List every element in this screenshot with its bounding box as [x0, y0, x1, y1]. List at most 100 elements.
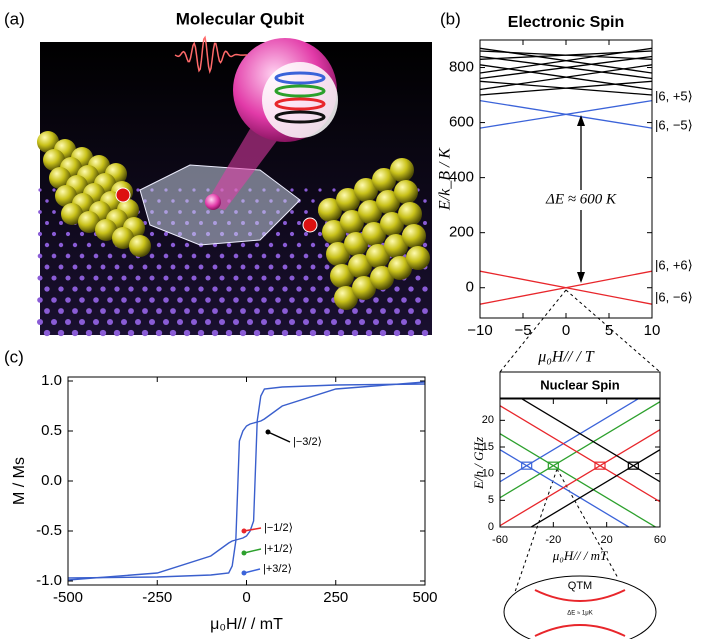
lattice-dot: [163, 275, 168, 280]
gold-atom: [398, 202, 422, 226]
lattice-dot: [185, 243, 189, 247]
lattice-dot: [248, 254, 253, 259]
lattice-dot: [345, 319, 351, 325]
lattice-dot: [255, 265, 260, 270]
lattice-dot: [65, 319, 71, 325]
lattice-dot: [198, 308, 204, 314]
lattice-dot: [45, 243, 49, 247]
lattice-dot: [108, 254, 113, 259]
gold-atom: [406, 246, 430, 270]
qtm-inset: QTM ΔE ≈ 1μK: [504, 576, 656, 639]
lattice-dot: [283, 243, 287, 247]
y-axis-label: E/h / GHz: [471, 437, 486, 490]
lattice-dot: [38, 254, 43, 259]
lattice-dot: [240, 286, 245, 291]
data-line: [500, 406, 660, 502]
lattice-dot: [38, 232, 42, 236]
lattice-dot: [234, 254, 239, 259]
lattice-dot: [58, 330, 64, 336]
lattice-dot: [191, 319, 197, 325]
lattice-dot: [121, 319, 127, 325]
lattice-dot: [156, 286, 161, 291]
lattice-dot: [100, 286, 105, 291]
lattice-dot: [359, 319, 365, 325]
lattice-dot: [408, 330, 414, 336]
lattice-dot: [150, 232, 154, 236]
lattice-dot: [121, 297, 127, 303]
lattice-dot: [73, 265, 78, 270]
lattice-dot: [164, 232, 168, 236]
lattice-dot: [52, 188, 55, 191]
lattice-dot: [401, 297, 407, 303]
lattice-dot: [297, 221, 301, 225]
annotation: |+1/2⟩: [264, 543, 293, 555]
y-axis-label: E/k_B / K: [437, 147, 454, 212]
data-line: [500, 434, 660, 530]
lattice-dot: [79, 275, 84, 280]
plot-frame: [68, 377, 425, 585]
lattice-dot: [297, 243, 301, 247]
lattice-dot: [205, 275, 210, 280]
lattice-dot: [318, 254, 323, 259]
lattice-dot: [282, 330, 288, 336]
lattice-dot: [303, 319, 309, 325]
figure: (a) Molecular Qubit QTM ΔE ≈ 1μK −10−505…: [0, 0, 702, 639]
lattice-dot: [86, 286, 91, 291]
state-label: |6, +6⟩: [655, 257, 693, 272]
lattice-dot: [290, 254, 295, 259]
y-tick-label: 1.0: [41, 372, 62, 389]
lattice-dot: [135, 319, 141, 325]
lattice-dot: [373, 319, 379, 325]
data-line: [500, 430, 660, 526]
lattice-dot: [304, 188, 307, 191]
lattice-dot: [401, 319, 407, 325]
lattice-dot: [297, 265, 302, 270]
y-tick-label: 20: [482, 414, 494, 426]
lattice-dot: [247, 319, 253, 325]
annotation: |−3/2⟩: [293, 436, 322, 448]
lattice-dot: [261, 297, 267, 303]
lattice-dot: [136, 188, 139, 191]
lattice-dot: [366, 308, 372, 314]
lattice-dot: [177, 297, 183, 303]
lattice-dot: [198, 330, 204, 336]
lattice-dot: [366, 330, 372, 336]
lattice-dot: [212, 286, 217, 291]
lattice-dot: [192, 254, 197, 259]
lattice-dot: [332, 188, 335, 191]
lattice-dot: [150, 254, 155, 259]
panel-label: (a): [4, 9, 25, 28]
lattice-dot: [37, 319, 43, 325]
lattice-dot: [317, 275, 322, 280]
lattice-dot: [114, 308, 120, 314]
lattice-dot: [247, 275, 252, 280]
y-axis-label: M / Ms: [11, 457, 28, 505]
ion: [205, 194, 221, 210]
x-tick-label: -20: [545, 534, 561, 546]
lattice-dot: [100, 308, 106, 314]
x-tick-label: 250: [323, 589, 348, 606]
lattice-dot: [122, 254, 127, 259]
lattice-dot: [38, 188, 41, 191]
lattice-dot: [87, 243, 91, 247]
lattice-dot: [352, 308, 358, 314]
lattice-dot: [86, 308, 92, 314]
lattice-dot: [121, 275, 126, 280]
lattice-dot: [219, 297, 225, 303]
lattice-dot: [107, 275, 112, 280]
y-tick-label: -1.0: [36, 572, 62, 589]
lattice-dot: [66, 254, 71, 259]
lattice-dot: [45, 221, 49, 225]
lattice-dot: [226, 286, 231, 291]
lattice-dot: [52, 210, 56, 214]
lattice-dot: [373, 297, 379, 303]
lattice-dot: [149, 275, 154, 280]
lattice-dot: [261, 319, 267, 325]
lattice-dot: [415, 275, 420, 280]
y-tick-label: 5: [488, 494, 494, 506]
lattice-dot: [226, 308, 232, 314]
panel-title: Molecular Qubit: [176, 9, 305, 28]
chart-title: Electronic Spin: [508, 14, 624, 31]
lattice-dot: [269, 265, 274, 270]
lattice-dot: [93, 319, 99, 325]
